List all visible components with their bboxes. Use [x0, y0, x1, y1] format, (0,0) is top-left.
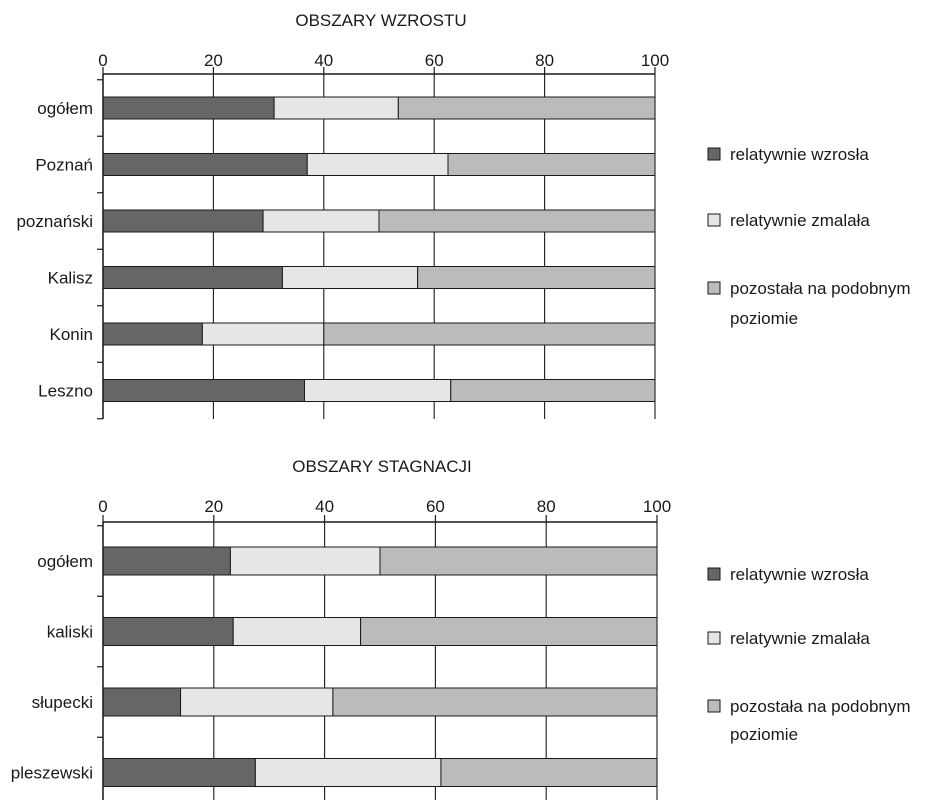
growth-bar-segment: [303, 379, 452, 402]
growth-bar-segment: [262, 209, 380, 233]
growth-legend-label: relatywnie wzrosła: [730, 145, 869, 164]
stagnation-bar-segment: [102, 687, 182, 717]
growth-legend: relatywnie wzrosła relatywnie zmalała pozo…: [707, 145, 911, 328]
growth-legend-label: poziomie: [730, 309, 798, 328]
growth-legend-swatch: [707, 147, 721, 161]
stagnation-tick-label: 20: [204, 497, 223, 516]
stagnation-tick-label: 60: [426, 497, 445, 516]
stagnation-bar-segment: [102, 546, 231, 576]
growth-legend-swatch: [707, 281, 721, 295]
growth-bar-segment: [102, 209, 264, 233]
stagnation-legend: relatywnie wzrosła relatywnie zmalała pozo…: [707, 565, 911, 744]
growth-legend-swatch: [707, 213, 721, 227]
growth-bar-segment: [378, 209, 656, 233]
stagnation-bar-segment: [102, 758, 256, 787]
growth-category-label: Poznań: [35, 156, 93, 175]
stagnation-bar-segment: [379, 546, 658, 576]
growth-tick-label: 0: [98, 51, 107, 70]
stagnation-bar-segment: [360, 617, 658, 646]
stagnation-tick-label: 40: [315, 497, 334, 516]
growth-category-label: poznański: [16, 212, 93, 231]
growth-bar-segment: [450, 379, 656, 402]
growth-chart-title: OBSZARY WZROSTU: [295, 11, 466, 30]
growth-category-label: Konin: [50, 325, 93, 344]
stagnation-bar-segment: [332, 687, 658, 717]
growth-tick-label: 40: [314, 51, 333, 70]
stagnation-bar-segment: [180, 687, 334, 717]
stagnation-chart-title: OBSZARY STAGNACJI: [292, 457, 472, 476]
stagnation-tick-label: 80: [537, 497, 556, 516]
stagnation-legend-swatch: [707, 631, 721, 645]
growth-category-label: Kalisz: [48, 269, 93, 288]
growth-bar-segment: [273, 96, 399, 120]
growth-legend-label: pozostała na podobnym: [730, 279, 911, 298]
growth-bar-segment: [417, 266, 656, 289]
growth-bar-segment: [102, 153, 308, 176]
stagnation-legend-swatch: [707, 699, 721, 713]
growth-bar-segment: [201, 322, 325, 346]
stagnation-category-label: ogółem: [37, 552, 93, 571]
growth-bar-segment: [323, 322, 656, 346]
stagnation-legend-label: relatywnie wzrosła: [730, 565, 869, 584]
stagnation-legend-label: relatywnie zmalała: [730, 629, 870, 648]
growth-legend-label: relatywnie zmalała: [730, 211, 870, 230]
growth-bar-segment: [102, 322, 203, 346]
stagnation-tick-label: 0: [98, 497, 107, 516]
stagnation-bar-segment: [229, 546, 381, 576]
stagnation-bar-segment: [254, 758, 442, 787]
stagnation-category-label: kaliski: [47, 623, 93, 642]
growth-tick-label: 80: [535, 51, 554, 70]
growth-bar-segment: [281, 266, 419, 289]
stagnation-bar-segment: [232, 617, 362, 646]
growth-tick-label: 100: [641, 51, 669, 70]
growth-bar-segment: [102, 96, 275, 120]
stagnation-category-label: pleszewski: [11, 764, 93, 783]
stagnation-category-label: słupecki: [32, 693, 93, 712]
growth-chart: OBSZARY WZROSTU 0 20 40 60 80 100 ogółem Poznań p…: [16, 11, 911, 420]
growth-bar-segment: [102, 266, 283, 289]
stagnation-tick-label: 100: [643, 497, 671, 516]
growth-category-label: ogółem: [37, 99, 93, 118]
growth-tick-label: 20: [204, 51, 223, 70]
stagnation-legend-swatch: [707, 567, 721, 581]
stagnation-legend-label: poziomie: [730, 725, 798, 744]
growth-bar-segment: [102, 379, 305, 402]
stagnation-bar-segment: [102, 617, 234, 646]
growth-category-label: Leszno: [38, 382, 93, 401]
stagnation-legend-label: pozostała na podobnym: [730, 697, 911, 716]
growth-bar-segment: [306, 153, 449, 176]
growth-tick-label: 60: [425, 51, 444, 70]
stagnation-chart: OBSZARY STAGNACJI 0 20 40 60 80 100 ogółem kalis…: [11, 457, 911, 800]
growth-bar-segment: [397, 96, 656, 120]
stagnation-bar-segment: [440, 758, 658, 787]
growth-bar-segment: [447, 153, 656, 176]
